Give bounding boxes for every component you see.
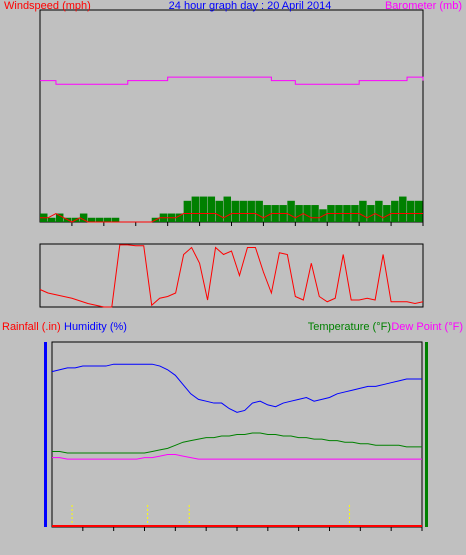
gust-bar — [415, 200, 423, 222]
windspeed-line — [40, 212, 423, 223]
panel-wind-barometer: Windspeed (mph) 24 hour graph day : 20 A… — [4, 0, 462, 226]
gust-bar — [47, 217, 56, 222]
gust-bar — [207, 196, 216, 222]
gust-bar — [231, 200, 239, 222]
temperature-axis-label: Temperature (°F) — [308, 321, 391, 333]
dewpoint-axis-label: Dew Point (°F) — [391, 321, 463, 333]
humidity-line — [51, 363, 422, 413]
gust-bar — [87, 217, 96, 222]
barometer-axis-label: Barometer (mb) — [385, 0, 462, 12]
gust-bar — [367, 205, 375, 222]
barometer-line — [40, 76, 424, 85]
plot-area-wind — [39, 9, 424, 223]
temperature-line — [52, 432, 422, 454]
gust-bar — [175, 213, 184, 222]
humidity-axis-bar — [44, 342, 47, 527]
gust-bar — [407, 200, 415, 222]
gust-bar — [55, 213, 64, 222]
gust-bar — [223, 196, 231, 222]
humidity-axis-label: Humidity (%) — [64, 321, 127, 333]
gust-bar — [79, 213, 88, 222]
gust-bar — [303, 205, 311, 222]
gust-bar — [191, 196, 200, 222]
gust-bar — [247, 200, 255, 222]
gust-bar — [383, 205, 391, 222]
gust-bar — [111, 217, 120, 222]
gust-bar — [287, 200, 295, 222]
gust-bar — [255, 200, 263, 222]
panel-rain-humidity-temperature: Rainfall (.in) Humidity (%) Temperature … — [2, 321, 463, 531]
gust-bar — [359, 200, 367, 222]
gust-bar — [399, 196, 407, 222]
gust-bar — [375, 200, 383, 222]
dewpoint-line — [52, 454, 422, 460]
gust-bar — [199, 196, 208, 222]
gust-bar — [391, 200, 399, 222]
gust-bar — [95, 217, 104, 222]
gust-bar — [239, 200, 247, 222]
rainfall-axis-label: Rainfall (.in) — [2, 321, 61, 333]
temperature-axis-bar — [425, 342, 428, 527]
gust-bar — [215, 200, 224, 222]
panel-wind-direction — [39, 243, 424, 308]
wind-direction-line — [39, 244, 424, 308]
gust-bar — [295, 205, 303, 222]
panel1-time-ticks — [71, 222, 424, 226]
gust-bar — [311, 205, 319, 222]
gust-bar — [183, 200, 192, 222]
windspeed-axis-label: Windspeed (mph) — [4, 0, 91, 12]
plot-area-direction — [39, 243, 424, 308]
chart-title: 24 hour graph day : 20 April 2014 — [169, 0, 332, 12]
gust-bar — [263, 205, 271, 222]
panel3-time-ticks — [82, 527, 423, 531]
gust-bar — [103, 217, 112, 222]
